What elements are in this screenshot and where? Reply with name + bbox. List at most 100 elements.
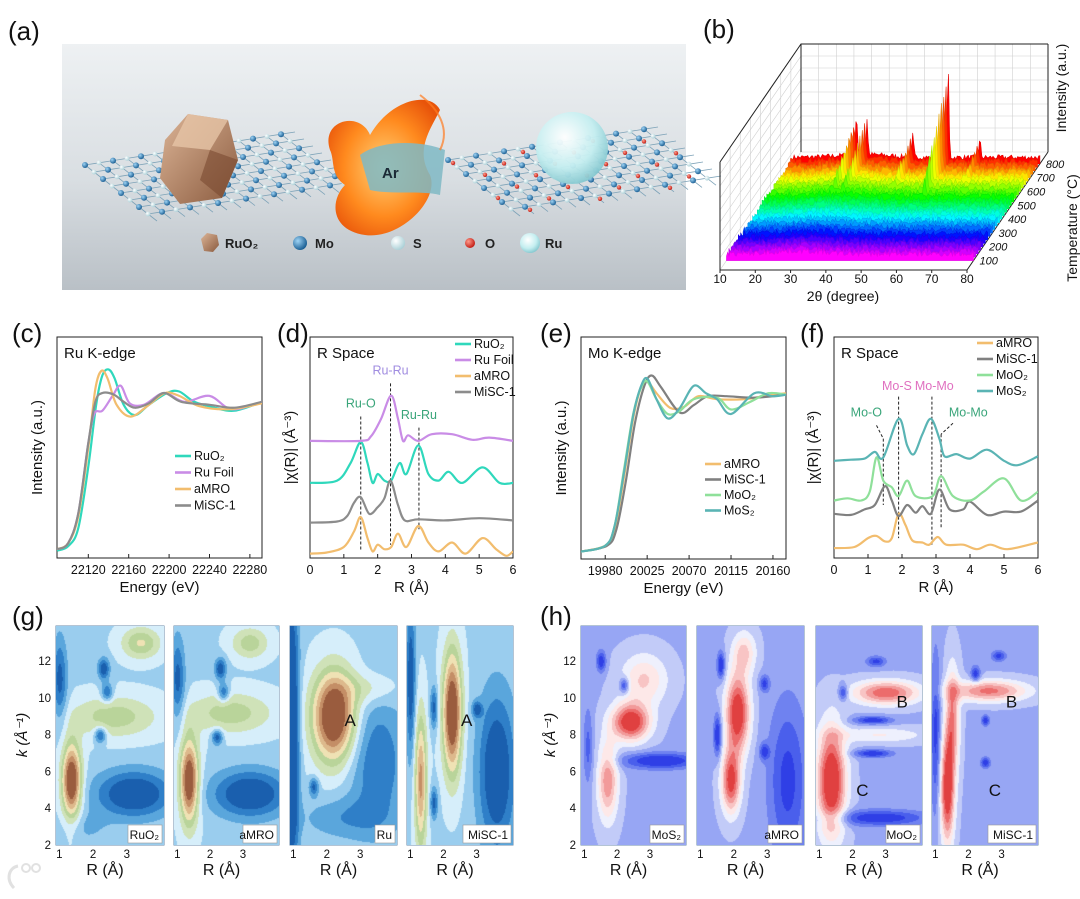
x-tick-label: 1 bbox=[581, 849, 587, 861]
legend-label: RuO₂ bbox=[194, 449, 225, 463]
x-tick-label: 4 bbox=[967, 563, 974, 577]
x-tick-label: 1 bbox=[56, 849, 62, 861]
x-tick-label: 22240 bbox=[192, 563, 227, 577]
annotation-label: Mo-S bbox=[882, 379, 912, 393]
legend-label: MiSC-1 bbox=[996, 352, 1038, 366]
panel-label-b: (b) bbox=[703, 14, 735, 44]
chart-title: Mo K-edge bbox=[588, 345, 661, 362]
panel-label-h: (h) bbox=[540, 601, 572, 631]
series-line-misc-1 bbox=[581, 374, 786, 553]
x-tick-label: 20160 bbox=[756, 564, 791, 578]
wavelet-contour-map-amro bbox=[697, 626, 804, 845]
x-tick-label: 19980 bbox=[588, 564, 623, 578]
y-axis-label: Intensity (a.u.) bbox=[1053, 44, 1069, 133]
wavelet-contour-map-moo- bbox=[816, 626, 922, 845]
x-tick-label: 3 bbox=[647, 849, 653, 861]
legend-item: RuO₂ bbox=[175, 449, 225, 463]
x-axis-label: R (Å) bbox=[86, 860, 123, 879]
series-line-misc-1 bbox=[57, 391, 262, 551]
y-tick-label: 10 bbox=[38, 693, 51, 705]
series-line-ru-foil bbox=[310, 394, 513, 443]
series-line-mos- bbox=[834, 417, 1038, 467]
x-tick-label: 3 bbox=[882, 849, 888, 861]
x-axis-label: R (Å) bbox=[845, 860, 882, 879]
xrd-spectrum-750 bbox=[787, 96, 1036, 172]
y-axis-label: k (Å⁻¹) bbox=[542, 713, 559, 758]
x-tick-label: 6 bbox=[510, 563, 517, 577]
x-tick-label: 70 bbox=[925, 272, 939, 286]
y-tick-label: 2 bbox=[45, 840, 51, 852]
legend-item: O bbox=[465, 236, 495, 251]
z-tick-label: 800 bbox=[1046, 159, 1065, 171]
x-tick-label: 1 bbox=[290, 849, 296, 861]
legend-item: MoO₂ bbox=[705, 488, 756, 502]
series-line-moo- bbox=[834, 456, 1038, 502]
panel-label-e: (e) bbox=[540, 318, 572, 348]
series-line-amro bbox=[834, 512, 1038, 551]
ruo2-polyhedron bbox=[160, 114, 238, 204]
legend-item: aMRO bbox=[977, 336, 1032, 350]
legend-item: MiSC-1 bbox=[705, 473, 766, 487]
legend-item: Mo bbox=[293, 236, 334, 251]
legend-item: Ru bbox=[520, 233, 562, 253]
legend-label: O bbox=[485, 236, 495, 251]
panel-label-a: (a) bbox=[8, 16, 40, 46]
x-tick-label: 6 bbox=[1035, 563, 1042, 577]
x-tick-label: 3 bbox=[408, 563, 415, 577]
chart-title: R Space bbox=[841, 345, 899, 362]
x-tick-label: 2 bbox=[614, 849, 620, 861]
legend-label: RuO₂ bbox=[225, 236, 258, 251]
annotation-mo-mo: Mo-Mo bbox=[915, 379, 954, 545]
watermark-logo-icon bbox=[7, 863, 41, 890]
x-tick-label: 5 bbox=[476, 563, 483, 577]
x-tick-label: 22120 bbox=[71, 563, 106, 577]
x-tick-label: 5 bbox=[1001, 563, 1008, 577]
z-tick-label: 100 bbox=[979, 256, 998, 268]
panel-f-mo-rspace: (f) R Space 0 1 2 3 4 5 6 R (Å) |χ(R)| (Å⁻³) Mo-O Mo… bbox=[800, 318, 1042, 596]
x-axis-label: R (Å) bbox=[961, 860, 998, 879]
annotation-label: Mo-Mo bbox=[949, 406, 988, 420]
wavelet-contour-map-misc-1 bbox=[407, 626, 513, 845]
gas-label: Ar bbox=[382, 165, 399, 182]
xrd-spectrum-675 bbox=[780, 126, 1029, 182]
legend-item: MoO₂ bbox=[977, 368, 1028, 382]
legend-label: RuO₂ bbox=[474, 337, 505, 351]
legend-label: MoS₂ bbox=[996, 384, 1027, 398]
x-tick-label: 10 bbox=[713, 272, 727, 286]
wavelet-contour-map-ru bbox=[290, 626, 397, 845]
panel-e-mo-kedge: (e) Mo K-edge 19980 20025 20070 20115 20160 Ene… bbox=[540, 318, 790, 597]
x-axis-label: R (Å) bbox=[320, 860, 357, 879]
x-tick-label: 2 bbox=[731, 849, 737, 861]
x-tick-label: 50 bbox=[854, 272, 868, 286]
x-tick-label: 1 bbox=[697, 849, 703, 861]
series-line-mos- bbox=[581, 376, 786, 553]
legend-label: S bbox=[413, 236, 422, 251]
o-atom-icon bbox=[465, 238, 475, 248]
x-tick-label: 1 bbox=[407, 849, 413, 861]
y-tick-label: 4 bbox=[570, 803, 577, 815]
z-tick-label: 200 bbox=[988, 242, 1008, 254]
legend-item: aMRO bbox=[455, 369, 510, 383]
legend-item: RuO₂ bbox=[455, 337, 505, 351]
panel-label-d: (d) bbox=[277, 318, 309, 348]
annotation-label: Mo-O bbox=[851, 406, 883, 420]
x-tick-label: 2 bbox=[207, 849, 213, 861]
legend-label: Mo bbox=[315, 236, 334, 251]
x-axis-label: Energy (eV) bbox=[643, 580, 723, 597]
x-tick-label: 60 bbox=[890, 272, 904, 286]
series-line-misc-1 bbox=[834, 485, 1038, 518]
legend-label: aMRO bbox=[474, 369, 510, 383]
ru-nanosphere bbox=[536, 112, 608, 184]
y-tick-label: 10 bbox=[563, 693, 576, 705]
legend-item: aMRO bbox=[705, 457, 760, 471]
ruo2-polyhedron-icon bbox=[201, 233, 219, 252]
x-tick-label: 20070 bbox=[672, 564, 707, 578]
x-tick-label: 22280 bbox=[232, 563, 267, 577]
z-tick-label: 600 bbox=[1027, 186, 1046, 198]
x-tick-label: 3 bbox=[240, 849, 246, 861]
legend-label: Ru Foil bbox=[194, 466, 234, 480]
legend-item: MoS₂ bbox=[705, 504, 755, 518]
panel-d-ru-rspace: (d) R Space 0 1 2 3 4 5 6 R (Å) |χ(R)| (Å⁻³) Ru-O Ru… bbox=[277, 318, 517, 596]
legend-item: MiSC-1 bbox=[977, 352, 1038, 366]
